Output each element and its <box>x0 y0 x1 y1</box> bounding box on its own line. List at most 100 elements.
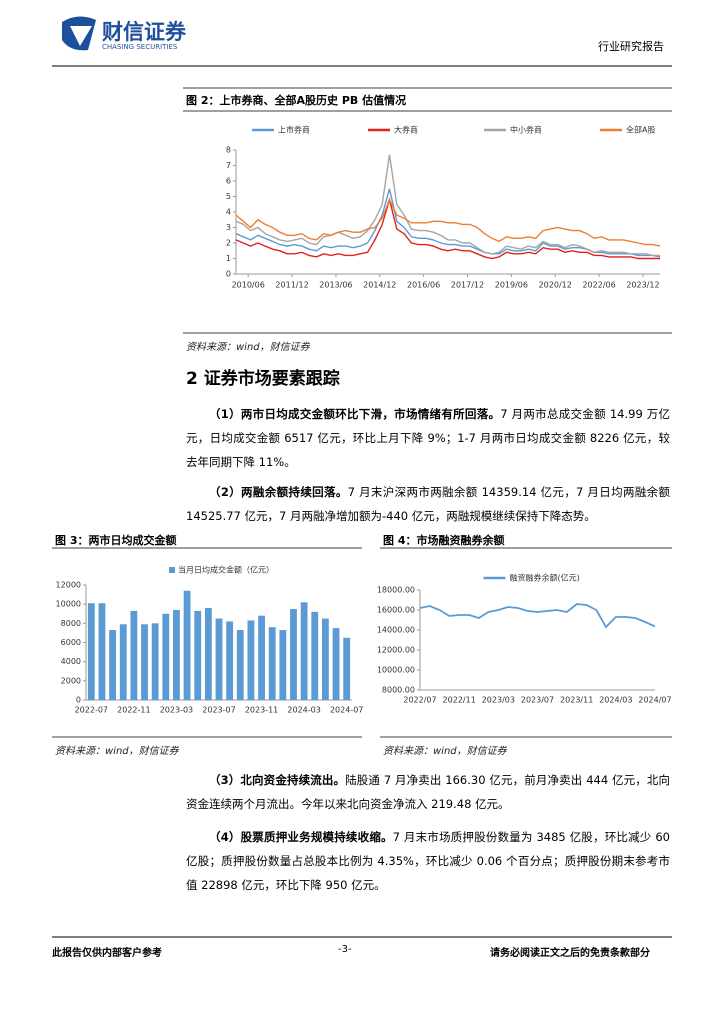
y-tick-label: 8 <box>226 146 231 155</box>
y-tick-label: 1 <box>226 254 231 263</box>
x-tick-label: 2022/07 <box>403 696 436 705</box>
legend-label: 当月日均成交金额（亿元） <box>178 565 274 575</box>
legend-label: 融资融券余额(亿元) <box>510 573 580 583</box>
paragraph-lead: （4）股票质押业务规模持续收缩。 <box>209 830 393 844</box>
brand: 财信证券 <box>102 20 186 44</box>
legend-label: 大券商 <box>394 125 418 135</box>
bar <box>332 628 340 700</box>
x-tick-label: 2024-03 <box>287 706 320 715</box>
bar <box>226 621 234 700</box>
y-tick-label: 6 <box>226 177 231 186</box>
paragraph-text: 7 月末沪深两市两融余额 14359.14 亿元，7 月日均两融余额 14525… <box>186 485 670 523</box>
bar <box>258 615 265 700</box>
source: 资料来源：wind，财信证券 <box>383 746 507 757</box>
source: 资料来源：wind，财信证券 <box>186 342 310 353</box>
bar <box>183 590 191 700</box>
footer-left: 此报告仅供内部客户参考 <box>52 948 162 959</box>
y-tick-label: 12000.00 <box>377 646 415 655</box>
paragraph-lead: （1）两市日均成交金额环比下滑，市场情绪有所回落。 <box>209 407 501 421</box>
x-tick-label: 2023/03 <box>482 696 515 705</box>
bar <box>151 623 159 700</box>
bar <box>236 630 244 700</box>
logo-mark-inner <box>70 26 92 46</box>
x-tick-label: 2013/06 <box>319 281 352 290</box>
bar <box>204 608 212 700</box>
y-tick-label: 3 <box>226 223 231 232</box>
bar <box>311 611 319 700</box>
bar <box>141 624 148 700</box>
x-tick-label: 2020/12 <box>539 281 572 290</box>
x-tick-label: 2016/06 <box>407 281 440 290</box>
x-tick-label: 2024/07 <box>638 696 671 705</box>
series-line <box>235 197 661 247</box>
y-tick-label: 0 <box>76 696 81 705</box>
paragraph: （1）两市日均成交金额环比下滑，市场情绪有所回落。7 月两市总成交金额 14.9… <box>186 402 670 474</box>
y-tick-label: 7 <box>226 161 231 170</box>
source: 资料来源：wind，财信证券 <box>55 746 179 757</box>
legend-label: 全部A股 <box>626 125 655 135</box>
y-tick-label: 2000 <box>61 676 81 685</box>
y-tick-label: 4 <box>226 208 231 217</box>
bar <box>87 603 95 700</box>
x-tick-label: 2022-07 <box>75 706 108 715</box>
paragraph: （2）两融余额持续回落。7 月末沪深两市两融余额 14359.14 亿元，7 月… <box>186 480 670 528</box>
bar <box>279 630 287 700</box>
x-tick-label: 2023-11 <box>245 706 278 715</box>
bar <box>300 602 308 700</box>
x-tick-label: 2023-03 <box>160 706 193 715</box>
series-line <box>235 154 660 257</box>
paragraph-lead: （2）两融余额持续回落。 <box>209 485 348 499</box>
x-tick-label: 2011/12 <box>275 281 308 290</box>
y-tick-label: 8000.00 <box>382 686 415 695</box>
legend-label: 中小券商 <box>510 125 542 135</box>
bar <box>119 624 127 700</box>
y-tick-label: 12000 <box>56 581 81 590</box>
x-tick-label: 2014/12 <box>363 281 396 290</box>
bar <box>98 603 106 700</box>
bar <box>290 608 297 700</box>
x-tick-label: 2019/06 <box>495 281 528 290</box>
paragraph-text: 7 月两市总成交金额 14.99 万亿元，日均成交金额 6517 亿元，环比上月… <box>186 407 670 469</box>
bar <box>130 610 138 700</box>
y-tick-label: 5 <box>226 192 231 201</box>
x-tick-label: 2024-07 <box>330 706 363 715</box>
y-tick-label: 10000.00 <box>377 666 415 675</box>
x-tick-label: 2022/06 <box>582 281 615 290</box>
x-tick-label: 2023-07 <box>202 706 235 715</box>
bar <box>215 618 223 700</box>
bar <box>343 637 351 700</box>
y-tick-label: 14000.00 <box>377 626 415 635</box>
x-tick-label: 2023/12 <box>626 281 659 290</box>
section-title: 2 证券市场要素跟踪 <box>186 369 340 389</box>
bar <box>109 630 117 700</box>
y-tick-label: 0 <box>226 270 231 279</box>
paragraph-text: 陆股通 7 月净卖出 166.30 亿元，前月净卖出 444 亿元，北向资金连续… <box>186 773 670 811</box>
y-tick-label: 16000.00 <box>377 606 415 615</box>
paragraph: （3）北向资金持续流出。陆股通 7 月净卖出 166.30 亿元，前月净卖出 4… <box>186 768 670 816</box>
paragraph-text: 7 月末市场质押股份数量为 3485 亿股，环比减少 60 亿股；质押股份数量占… <box>186 830 671 892</box>
x-tick-label: 2017/12 <box>451 281 484 290</box>
bar <box>268 627 276 700</box>
x-tick-label: 2023/11 <box>560 696 593 705</box>
report-type: 行业研究报告 <box>598 40 664 53</box>
y-tick-label: 4000 <box>61 657 81 666</box>
x-tick-label: 2024/03 <box>599 696 632 705</box>
y-tick-label: 2 <box>226 239 231 248</box>
footer-right: 请务必阅读正文之后的免责条款部分 <box>490 948 650 959</box>
bar <box>321 618 329 700</box>
x-tick-label: 2022/11 <box>443 696 476 705</box>
x-tick-label: 2023/07 <box>521 696 554 705</box>
bar <box>162 613 170 700</box>
figure-title: 图 4：市场融资融券余额 <box>383 534 505 547</box>
brand-en: CHASING SECURITIES <box>102 43 178 51</box>
x-tick-label: 2022-11 <box>117 706 150 715</box>
y-tick-label: 18000.00 <box>377 586 415 595</box>
legend-label: 上市券商 <box>278 125 310 135</box>
y-tick-label: 8000 <box>61 619 81 628</box>
paragraph-lead: （3）北向资金持续流出。 <box>209 773 346 787</box>
paragraph: （4）股票质押业务规模持续收缩。7 月末市场质押股份数量为 3485 亿股，环比… <box>186 825 670 897</box>
figure-title: 图 3：两市日均成交金额 <box>55 534 177 547</box>
bar <box>247 620 255 700</box>
